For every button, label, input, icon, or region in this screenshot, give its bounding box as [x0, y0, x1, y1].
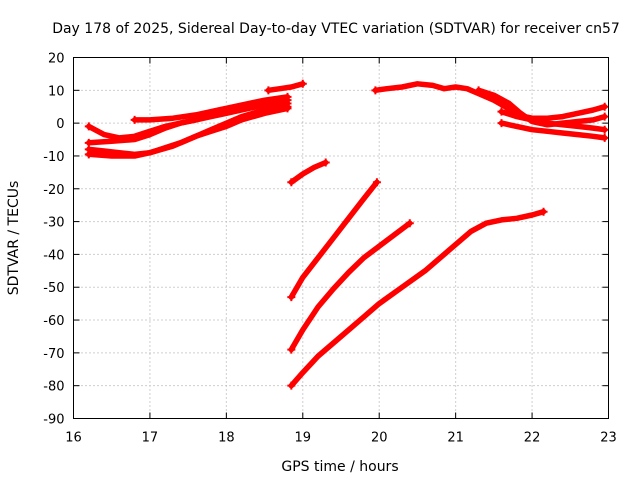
x-tick-label: 18: [218, 431, 235, 446]
series-point-marker: [405, 219, 414, 228]
axis-ticks: 16 17 18 19 20 21 22 23 20 10 0 -10 -20 -30 -40 -50 -60 -…: [43, 52, 617, 446]
y-tick-label: -80: [43, 380, 64, 395]
y-tick-label: -70: [43, 347, 64, 362]
y-tick-label: -60: [43, 314, 64, 329]
series-arc-8: [288, 179, 380, 300]
series-point-marker: [600, 112, 609, 121]
series-arc-10: [288, 208, 547, 389]
series-point-marker: [539, 207, 548, 216]
plot-frame: [73, 57, 609, 419]
chart-title: Day 178 of 2025, Sidereal Day-to-day VTE…: [52, 21, 620, 37]
series-point-marker: [287, 345, 296, 354]
series-point-marker: [371, 86, 380, 95]
y-tick-label: -50: [43, 281, 64, 296]
series-arc-14: [498, 120, 608, 141]
x-tick-label: 19: [295, 431, 312, 446]
y-tick-label: 20: [48, 52, 65, 67]
data-series: [84, 79, 609, 390]
series-arc-6: [265, 81, 306, 94]
series-arc-9: [288, 220, 413, 353]
series-point-marker: [600, 125, 609, 134]
series-point-marker: [600, 133, 609, 142]
series-point-marker: [264, 86, 273, 95]
series-arc-5: [131, 94, 291, 123]
series-point-marker: [600, 102, 609, 111]
series-point-marker: [287, 178, 296, 187]
series-point-marker: [474, 86, 483, 95]
grid: [73, 57, 609, 419]
x-axis-label: GPS time / hours: [281, 459, 398, 475]
y-tick-label: -30: [43, 216, 64, 231]
series-point-marker: [84, 150, 93, 159]
y-axis-label: SDTVAR / TECUs: [6, 181, 22, 296]
series-point-marker: [497, 107, 506, 116]
x-tick-label: 17: [142, 431, 159, 446]
x-tick-label: 23: [600, 431, 617, 446]
series-point-marker: [130, 115, 139, 124]
series-arc-2: [86, 100, 291, 146]
x-tick-label: 20: [371, 431, 388, 446]
x-tick-label: 16: [65, 431, 82, 446]
series-point-marker: [84, 122, 93, 131]
y-tick-label: 0: [56, 117, 64, 132]
series-arc-7: [288, 159, 329, 185]
series-arc-4: [86, 105, 291, 159]
series-point-marker: [497, 119, 506, 128]
series-point-marker: [321, 158, 330, 167]
series-point-marker: [283, 92, 292, 101]
y-tick-label: 10: [48, 84, 65, 99]
y-tick-label: -40: [43, 248, 64, 263]
series-point-marker: [298, 79, 307, 88]
series-point-marker: [283, 104, 292, 113]
series-point-marker: [372, 178, 381, 187]
y-tick-label: -10: [43, 150, 64, 165]
x-tick-label: 22: [524, 431, 541, 446]
series-arc-11: [372, 81, 608, 121]
x-tick-label: 21: [447, 431, 464, 446]
y-tick-label: -20: [43, 183, 64, 198]
y-tick-label: -90: [43, 413, 64, 428]
series-point-marker: [287, 293, 296, 302]
series-arc-13: [498, 108, 608, 133]
series-point-marker: [287, 381, 296, 390]
